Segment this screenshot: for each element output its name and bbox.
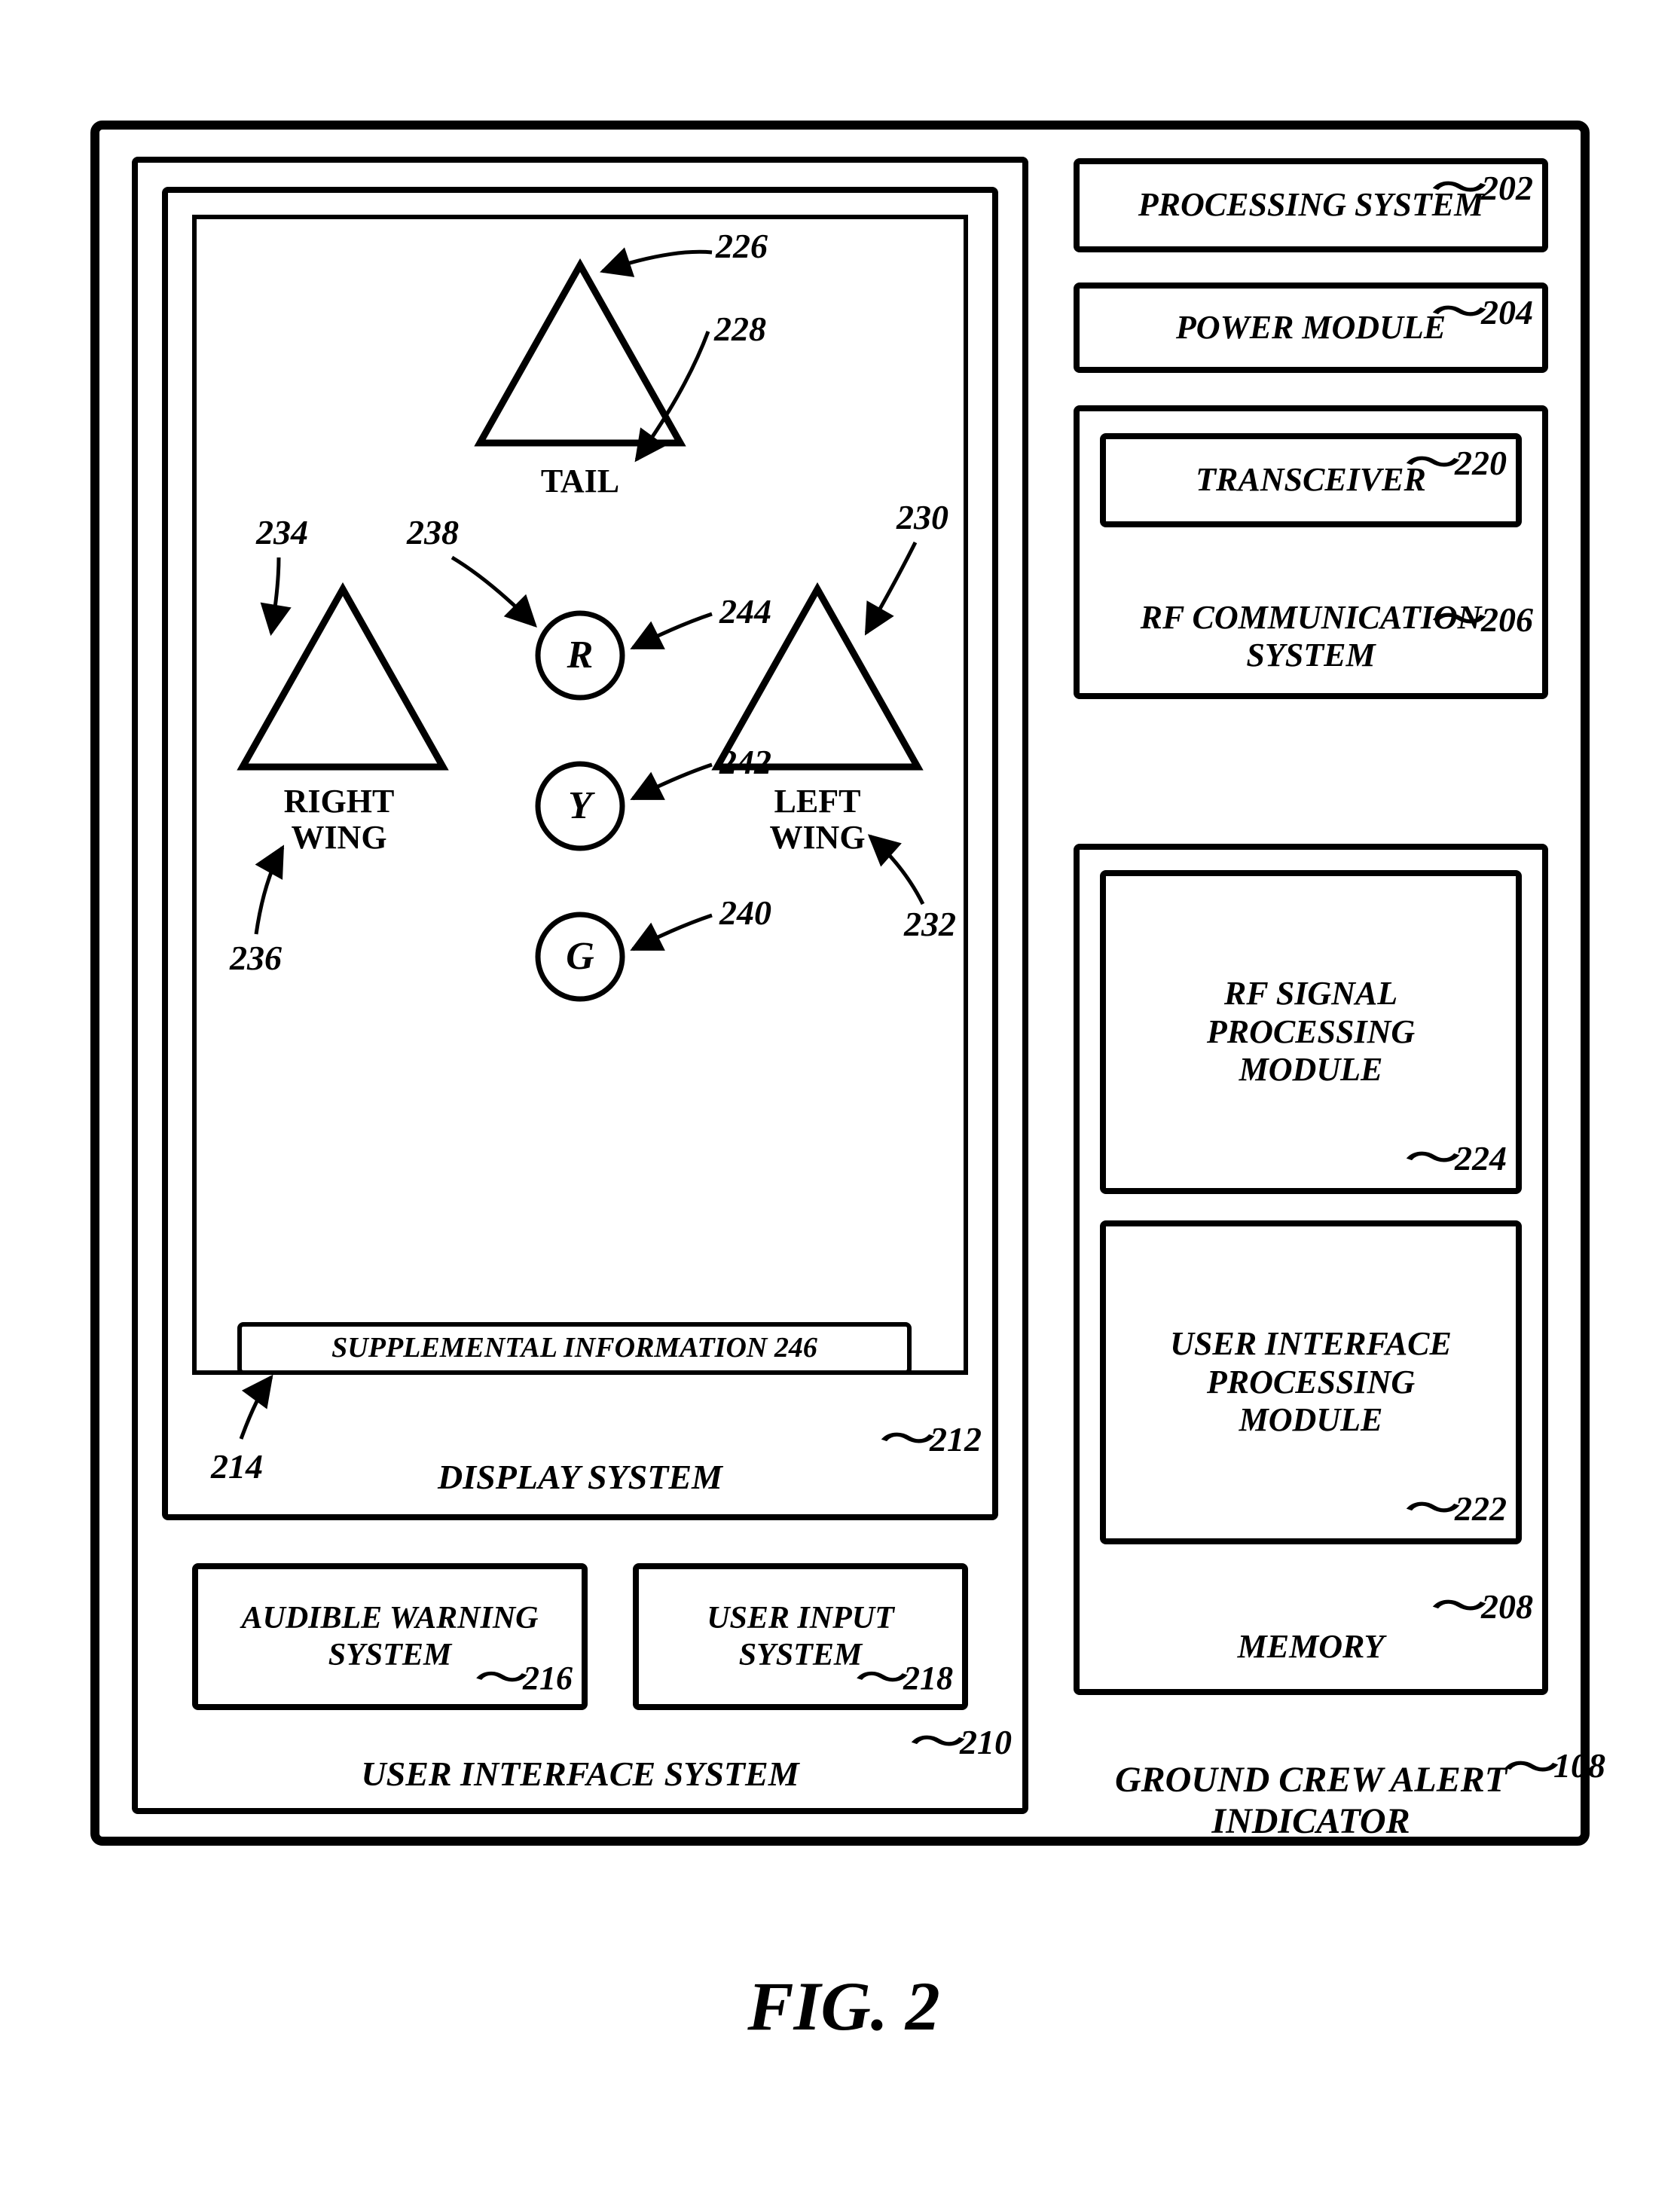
ref-214-num: 214: [211, 1446, 263, 1486]
ref-240-num: 240: [719, 893, 771, 933]
ref-242: 242: [719, 742, 771, 782]
ref-238-num: 238: [407, 512, 459, 552]
ref-228: 228: [714, 309, 766, 349]
ref-214: 214: [211, 1446, 263, 1486]
ref-240: 240: [719, 893, 771, 933]
ref-236: 236: [230, 938, 282, 978]
ref-230: 230: [897, 497, 948, 537]
ref-226-num: 226: [716, 226, 768, 266]
ref-238: 238: [407, 512, 459, 552]
ref-244: 244: [719, 591, 771, 631]
figure-title: FIG. 2: [580, 1966, 1107, 2046]
ref-234: 234: [256, 512, 308, 552]
ref-226: 226: [716, 226, 768, 266]
ref-242-num: 242: [719, 742, 771, 782]
page: GROUND CREW ALERT INDICATOR 〜108 PROCESS…: [30, 30, 1650, 2166]
ref-234-num: 234: [256, 512, 308, 552]
ref-236-num: 236: [230, 938, 282, 978]
ref-232: 232: [904, 904, 956, 944]
ref-232-num: 232: [904, 904, 956, 944]
ref-244-num: 244: [719, 591, 771, 631]
ref-228-num: 228: [714, 309, 766, 349]
ref-230-num: 230: [897, 497, 948, 537]
